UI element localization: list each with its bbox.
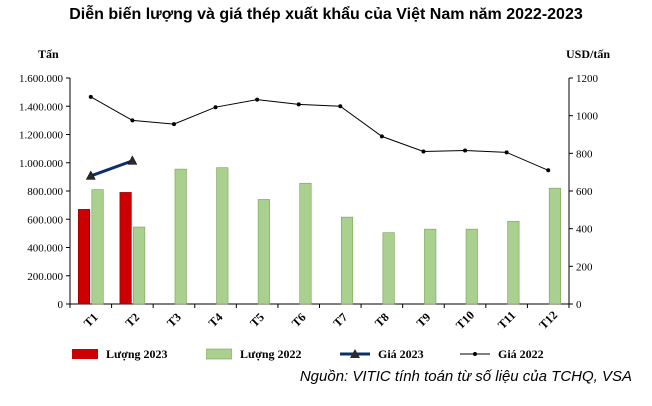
- bar-luong-2023: [77, 209, 91, 305]
- legend-item-luong-2022: Lượng 2022: [206, 344, 302, 364]
- x-tick-label: T5: [247, 310, 267, 330]
- right-tick-label: 800: [576, 148, 593, 160]
- x-tick-label: T6: [289, 310, 309, 330]
- x-tick-label: T1: [81, 310, 101, 330]
- left-tick-label: 1.400.000: [19, 101, 64, 113]
- bar-luong-2022: [216, 167, 229, 305]
- left-tick-label: 1.600.000: [19, 73, 64, 85]
- left-tick-label: 400.000: [27, 243, 63, 255]
- left-tick-label: 600.000: [27, 214, 63, 226]
- legend-item-gia-2023: Giá 2023: [340, 344, 424, 364]
- bar-luong-2022: [133, 226, 146, 305]
- bar-luong-2023: [119, 192, 132, 305]
- left-tick-label: 800.000: [27, 186, 63, 198]
- right-tick-label: 0: [576, 299, 582, 311]
- x-tick-label: T3: [164, 310, 184, 330]
- right-tick-label: 1000: [576, 111, 599, 123]
- point-gia-2022: [213, 105, 218, 110]
- source-note: Nguồn: VITIC tính toán từ số liệu của TC…: [299, 368, 632, 385]
- left-tick-label: 1.000.000: [19, 158, 64, 170]
- line-gia-2023: [90, 159, 133, 178]
- legend-swatch-luong-2022: [206, 348, 232, 360]
- legend-item-luong-2023: Lượng 2023: [72, 344, 168, 364]
- x-tick-label: T12: [536, 308, 560, 332]
- bar-luong-2022: [507, 221, 520, 305]
- legend-label-luong-2023: Lượng 2023: [106, 346, 168, 361]
- bar-luong-2022: [465, 228, 478, 305]
- legend-label-luong-2022: Lượng 2022: [240, 346, 302, 361]
- point-gia-2022: [463, 148, 468, 153]
- bar-luong-2022: [91, 189, 104, 305]
- point-gia-2022: [421, 149, 426, 154]
- x-tick-label: T9: [414, 310, 434, 330]
- point-gia-2022: [130, 118, 135, 123]
- legend-swatch-gia-2022: [460, 352, 490, 356]
- point-gia-2022: [379, 134, 384, 139]
- point-gia-2023: [85, 170, 96, 180]
- bar-luong-2022: [382, 232, 395, 305]
- x-tick-label: T4: [206, 310, 226, 330]
- legend-swatch-gia-2023: [340, 349, 370, 358]
- x-tick-label: T11: [495, 308, 519, 332]
- point-gia-2022: [546, 168, 551, 173]
- point-gia-2022: [171, 122, 176, 127]
- right-tick-label: 1200: [576, 73, 599, 85]
- right-tick-label: 400: [576, 224, 593, 236]
- bar-luong-2022: [548, 187, 562, 305]
- x-tick-label: T7: [330, 310, 350, 330]
- left-tick-label: 200.000: [27, 271, 63, 283]
- right-axis-unit: USD/tấn: [566, 47, 611, 61]
- legend-label-gia-2022: Giá 2022: [498, 346, 544, 361]
- bar-luong-2022: [174, 168, 187, 305]
- legend-item-gia-2022: Giá 2022: [460, 344, 544, 364]
- left-tick-label: 0: [58, 299, 64, 311]
- line-gia-2022: [90, 96, 549, 171]
- chart-title: Diễn biến lượng và giá thép xuất khẩu củ…: [69, 6, 583, 23]
- legend-swatch-luong-2023: [72, 349, 98, 359]
- left-tick-label: 1.200.000: [19, 130, 64, 142]
- right-tick-label: 200: [576, 261, 593, 273]
- x-tick-label: T10: [453, 308, 477, 332]
- legend-label-gia-2023: Giá 2023: [378, 346, 424, 361]
- legend: Lượng 2023 Lượng 2022 Giá 2023 Giá 2022: [0, 344, 652, 364]
- point-gia-2022: [296, 102, 301, 107]
- bar-luong-2022: [340, 216, 354, 305]
- x-tick-label: T2: [122, 310, 142, 330]
- point-gia-2023: [127, 155, 138, 165]
- point-gia-2022: [255, 97, 260, 102]
- point-gia-2022: [504, 150, 509, 155]
- x-tick-label: T8: [372, 310, 392, 330]
- point-gia-2022: [88, 94, 93, 99]
- bar-luong-2022: [257, 199, 270, 305]
- left-axis-unit: Tấn: [38, 47, 59, 61]
- point-gia-2022: [338, 104, 343, 109]
- right-tick-label: 600: [576, 186, 593, 198]
- bar-luong-2022: [424, 228, 437, 305]
- bar-luong-2022: [299, 182, 312, 305]
